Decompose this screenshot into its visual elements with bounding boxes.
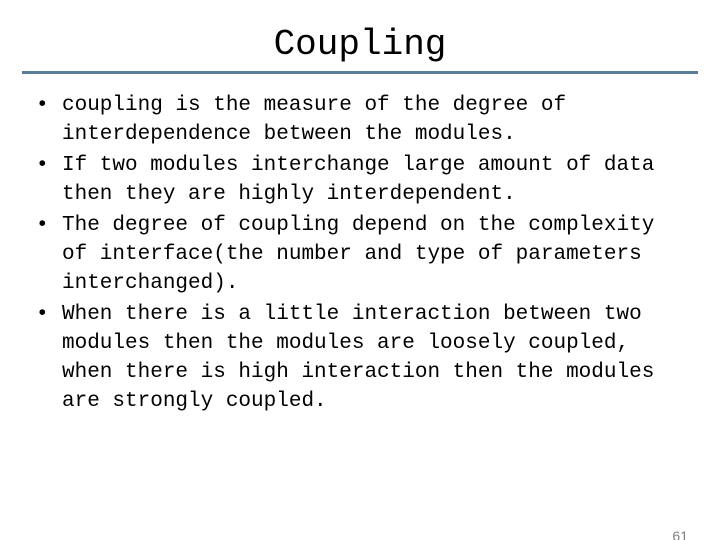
list-item: coupling is the measure of the degree of…	[30, 92, 690, 150]
list-item: If two modules interchange large amount …	[30, 152, 690, 210]
page-number: 61	[672, 528, 688, 540]
list-item: The degree of coupling depend on the com…	[30, 212, 690, 299]
slide: Coupling coupling is the measure of the …	[0, 24, 720, 540]
bullet-list: coupling is the measure of the degree of…	[0, 92, 720, 417]
title-underline	[22, 71, 698, 74]
list-item: When there is a little interaction betwe…	[30, 301, 690, 417]
slide-title: Coupling	[0, 24, 720, 65]
